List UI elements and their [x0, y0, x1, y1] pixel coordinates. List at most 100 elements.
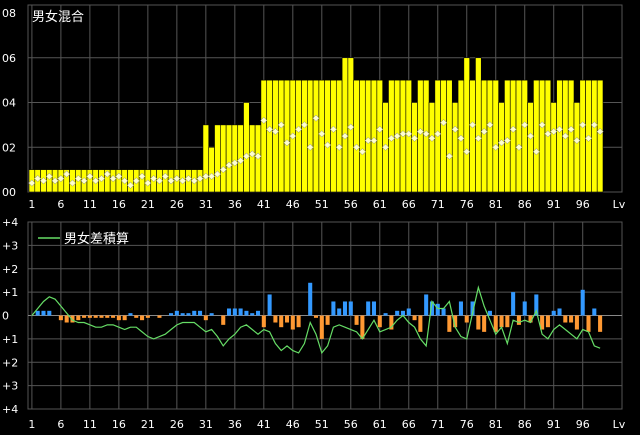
bar-diff [354, 315, 359, 325]
bar-diff [244, 310, 249, 316]
xtick-label: 6 [57, 418, 64, 431]
marker-point [300, 121, 308, 129]
bar-diff [487, 310, 492, 316]
bar-diff [227, 308, 232, 316]
xtick-label: 81 [489, 418, 503, 431]
xtick-label: 16 [112, 418, 126, 431]
bar-diff [331, 301, 336, 316]
bar-diff [47, 310, 52, 316]
bar-mixed [417, 79, 424, 193]
bar-diff [580, 289, 585, 316]
bar-mixed [596, 79, 604, 193]
bar-diff [447, 315, 452, 332]
bar-diff [99, 315, 104, 318]
marker-point [457, 134, 465, 142]
bar-mixed [278, 79, 285, 193]
bar-mixed [249, 124, 256, 193]
bar-mixed [220, 124, 227, 193]
marker-point [68, 179, 77, 187]
marker-point [532, 148, 540, 156]
bar-mixed [370, 79, 378, 193]
bar-diff [105, 315, 110, 318]
xtick-label: 66 [402, 418, 416, 431]
bar-mixed [202, 124, 210, 193]
xtick-label: 31 [199, 418, 213, 431]
bar-diff [545, 315, 550, 328]
bottom-ytick-label: +1 [2, 333, 18, 346]
bar-diff [232, 308, 237, 316]
xtick-label: 26 [170, 418, 184, 431]
xtick-label: 11 [83, 418, 97, 431]
top-ytick-label: 08 [2, 7, 16, 20]
bar-diff [493, 315, 498, 332]
xtick-label: 16 [112, 198, 126, 211]
bar-diff [192, 310, 197, 316]
top-markers [28, 114, 604, 189]
marker-point [242, 152, 250, 160]
bar-mixed [359, 79, 366, 193]
marker-point [208, 172, 216, 180]
marker-point [155, 177, 164, 185]
bar-diff [93, 315, 98, 318]
marker-point [51, 177, 59, 185]
marker-point [474, 134, 482, 142]
bar-diff [296, 315, 301, 328]
marker-point [289, 132, 297, 140]
marker-point [109, 175, 117, 183]
bar-diff [395, 310, 400, 316]
xtick-label: 76 [460, 198, 474, 211]
bar-diff [111, 315, 116, 318]
marker-point [411, 134, 419, 142]
bar-diff [348, 301, 353, 316]
bar-diff [203, 315, 208, 321]
bar-diff [174, 310, 179, 316]
bar-mixed [486, 79, 494, 193]
marker-point [480, 128, 488, 136]
marker-point [202, 172, 210, 180]
bar-diff [70, 315, 75, 323]
bar-diff [284, 315, 290, 323]
bar-diff [35, 310, 40, 316]
marker-point [254, 152, 262, 160]
marker-point [283, 139, 291, 147]
marker-point [80, 177, 88, 185]
marker-point [358, 148, 366, 156]
marker-point [324, 141, 332, 149]
bottom-ytick-label: 0 [2, 310, 9, 323]
xtick-label: 31 [199, 198, 213, 211]
bar-mixed [231, 124, 239, 193]
bar-diff [267, 294, 272, 316]
marker-point [45, 172, 53, 180]
bar-mixed [567, 79, 575, 193]
bar-mixed [330, 79, 337, 193]
bar-mixed [428, 102, 436, 193]
bar-mixed [312, 79, 320, 193]
bar-mixed [446, 79, 453, 193]
marker-point [219, 166, 227, 174]
marker-point [521, 121, 529, 129]
marker-point [231, 159, 239, 167]
bar-diff [157, 315, 162, 318]
marker-point [353, 143, 361, 151]
xtick-label: 21 [141, 418, 155, 431]
xtick-label: 86 [518, 198, 532, 211]
top-ytick-label: 00 [2, 186, 16, 199]
bar-diff [319, 315, 324, 339]
xtick-label: 91 [547, 418, 561, 431]
marker-point [416, 128, 424, 136]
bar-mixed [556, 79, 563, 193]
bottom-ytick-label: +1 [2, 286, 18, 299]
marker-point [329, 125, 337, 133]
bar-diff [273, 315, 278, 323]
bar-diff [441, 308, 446, 316]
marker-point [584, 134, 593, 142]
marker-point [579, 121, 587, 129]
bar-mixed [573, 102, 581, 193]
bar-diff [134, 315, 139, 318]
marker-point [237, 157, 245, 165]
bar-mixed [509, 79, 517, 193]
x-ticks: 1166111116162121262631313636414146465151… [28, 198, 625, 431]
bar-diff [342, 301, 348, 316]
bar-diff [221, 315, 226, 325]
